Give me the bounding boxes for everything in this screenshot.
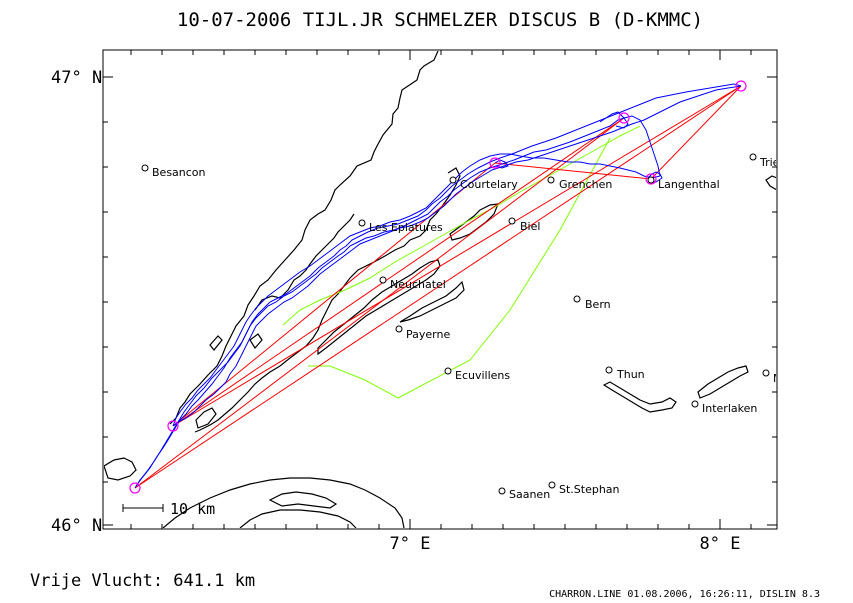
- left-ticks: [103, 76, 113, 526]
- turnpoint-markers: [129, 80, 747, 494]
- place-dot-triengen: [749, 153, 757, 161]
- place-dot-les-eplatures: [358, 219, 366, 227]
- sector-lines: [282, 125, 641, 399]
- turnpoint-marker-1: [167, 420, 179, 432]
- top-ticks: [130, 50, 752, 60]
- footer-info: CHARRON.LINE 01.08.2006, 16:26:11, DISLI…: [549, 589, 820, 600]
- place-label-payerne: Payerne: [406, 328, 450, 341]
- place-dot-neuchatel: [379, 276, 387, 284]
- scale-bar-label: 10 km: [170, 500, 215, 518]
- place-dot-meiringen: [762, 369, 770, 377]
- place-label-les-eplatures: Les Eplatures: [369, 221, 443, 234]
- terrain-contours: [104, 51, 776, 528]
- flight-track: [134, 83, 742, 489]
- lat-label-47: 47° N: [51, 68, 102, 88]
- lat-label-46: 46° N: [51, 516, 102, 536]
- lon-label-7: 7° E: [390, 534, 431, 554]
- place-label-saanen: Saanen: [509, 488, 550, 501]
- plot-frame: [102, 49, 778, 530]
- place-label-courtelary: Courtelary: [460, 178, 518, 191]
- place-label-neuchatel: Neuchatel: [390, 278, 446, 291]
- place-dot-interlaken: [691, 400, 699, 408]
- turnpoint-marker-2: [489, 157, 501, 169]
- map-title: 10-07-2006 TIJL.JR SCHMELZER DISCUS B (D…: [177, 9, 703, 31]
- place-dot-ecuvillens: [444, 367, 452, 375]
- turnpoint-marker-4: [645, 173, 657, 185]
- place-dot-besancon: [141, 164, 149, 172]
- place-label-interlaken: Interlaken: [702, 402, 757, 415]
- task-lines: [134, 85, 742, 489]
- place-label-grenchen: Grenchen: [559, 178, 612, 191]
- map-layers: Besancon Courtelary Grenchen Langenthal …: [104, 51, 828, 528]
- place-dot-courtelary: [449, 176, 457, 184]
- bottom-ticks: [130, 519, 752, 529]
- turnpoint-marker-end: [735, 80, 747, 92]
- place-label-biel: Biel: [520, 220, 540, 233]
- place-dot-saanen: [498, 487, 506, 495]
- place-label-langenthal: Langenthal: [658, 178, 720, 191]
- turnpoint-marker-start: [129, 482, 141, 494]
- place-dot-biel: [508, 217, 516, 225]
- lon-label-8: 8° E: [700, 534, 741, 554]
- place-dot-st-stephan: [548, 481, 556, 489]
- place-label-thun: Thun: [616, 368, 645, 381]
- right-ticks: [767, 76, 777, 526]
- place-label-st-stephan: St.Stephan: [559, 483, 620, 496]
- turnpoint-marker-3: [618, 112, 630, 124]
- place-label-besancon: Besancon: [152, 166, 206, 179]
- scale-bar: [122, 504, 164, 512]
- place-dot-thun: [605, 366, 613, 374]
- place-label-triengen: Triengen: [759, 156, 807, 169]
- distance-label: Vrije Vlucht: 641.1 km: [30, 571, 255, 591]
- place-markers: Besancon Courtelary Grenchen Langenthal …: [141, 153, 828, 501]
- place-label-ecuvillens: Ecuvillens: [455, 369, 510, 382]
- place-dot-grenchen: [547, 176, 555, 184]
- place-label-meiringen: Meiringen: [773, 372, 828, 385]
- place-label-bern: Bern: [585, 298, 611, 311]
- place-dot-payerne: [395, 325, 403, 333]
- place-dot-bern: [573, 295, 581, 303]
- place-dot-langenthal: [647, 176, 655, 184]
